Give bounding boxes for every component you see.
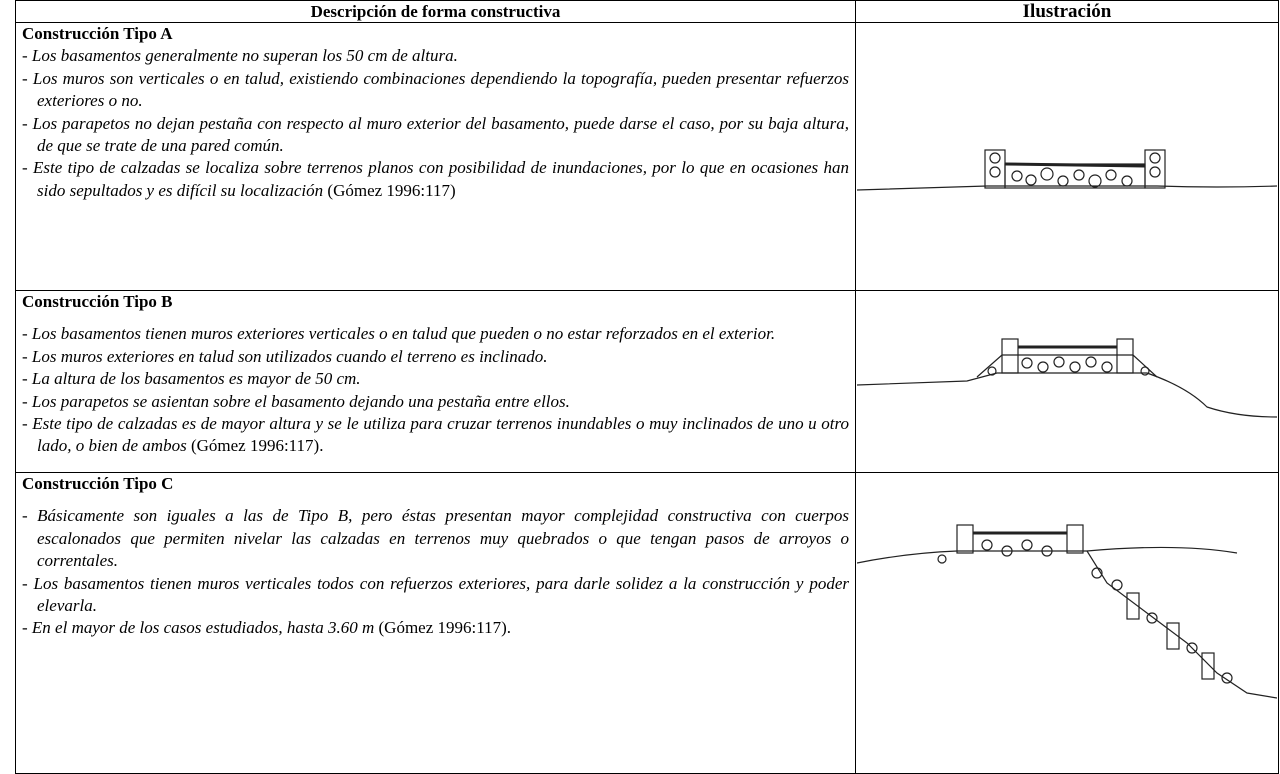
item-text: - Este tipo de calzadas es de mayor altu…	[22, 414, 849, 456]
construction-table: Descripción de forma constructiva Ilustr…	[15, 0, 1279, 774]
citation: (Gómez 1996:117).	[190, 436, 324, 456]
table-row: Construcción Tipo B - Los basamentos tien…	[15, 290, 1279, 473]
illustration-cell	[855, 22, 1279, 291]
spacer	[22, 495, 849, 505]
item-text: - Básicamente son iguales a las de Tipo …	[22, 506, 849, 571]
item-text: - Este tipo de calzadas se localiza sobr…	[22, 158, 849, 200]
item-text: - En el mayor de los casos estudiados, h…	[22, 618, 375, 638]
item-text: - Los muros son verticales o en talud, e…	[22, 68, 849, 111]
list-item: - La altura de los basamentos es mayor d…	[22, 368, 849, 390]
list-item: - Los muros exteriores en talud son util…	[22, 346, 849, 368]
item-text: - La altura de los basamentos es mayor d…	[22, 369, 361, 389]
list-item: - Los basamentos tienen muros exteriores…	[22, 323, 849, 345]
list-item: - Los parapetos se asientan sobre el bas…	[22, 391, 849, 413]
item-text: - Los muros exteriores en talud son util…	[22, 346, 548, 366]
list-item: - Los basamentos generalmente no superan…	[22, 45, 849, 67]
illustration-cell	[855, 472, 1279, 774]
row-title: Construcción Tipo A	[22, 24, 173, 43]
list-item: - En el mayor de los casos estudiados, h…	[22, 617, 849, 639]
list-item: - Los muros son verticales o en talud, e…	[22, 68, 849, 113]
header-cell: Descripción de forma constructiva	[15, 0, 856, 23]
citation: (Gómez 1996:117).	[378, 618, 512, 638]
header-cell: Ilustración	[855, 0, 1279, 23]
row-title: Construcción Tipo C	[22, 474, 174, 493]
table-row: Construcción Tipo A - Los basamentos gene…	[15, 22, 1279, 291]
illustration-type-c	[857, 524, 1277, 699]
description-cell: Construcción Tipo C - Básicamente son igu…	[15, 472, 856, 774]
illustration-cell	[855, 290, 1279, 473]
illustration-type-a	[857, 148, 1277, 191]
row-title: Construcción Tipo B	[22, 292, 173, 311]
citation: (Gómez 1996:117)	[327, 180, 456, 200]
header-row: Descripción de forma constructiva Ilustr…	[15, 0, 1279, 23]
item-text: - Los basamentos tienen muros exteriores…	[22, 324, 776, 344]
list-item: - Básicamente son iguales a las de Tipo …	[22, 505, 849, 572]
list-item: - Los parapetos no dejan pestaña con res…	[22, 113, 849, 158]
item-text: - Los parapetos no dejan pestaña con res…	[22, 113, 849, 156]
description-cell: Construcción Tipo A - Los basamentos gene…	[15, 22, 856, 291]
table-row: Construcción Tipo C - Básicamente son igu…	[15, 472, 1279, 774]
item-text: - Los parapetos se asientan sobre el bas…	[22, 391, 570, 411]
item-text: - Los basamentos generalmente no superan…	[22, 46, 458, 66]
spacer	[22, 313, 849, 323]
illustration-type-b	[857, 337, 1277, 418]
list-item: - Este tipo de calzadas es de mayor altu…	[22, 413, 849, 458]
item-text: - Los basamentos tienen muros verticales…	[22, 573, 849, 616]
list-item: - Los basamentos tienen muros verticales…	[22, 573, 849, 618]
description-cell: Construcción Tipo B - Los basamentos tien…	[15, 290, 856, 473]
list-item: - Este tipo de calzadas se localiza sobr…	[22, 157, 849, 202]
